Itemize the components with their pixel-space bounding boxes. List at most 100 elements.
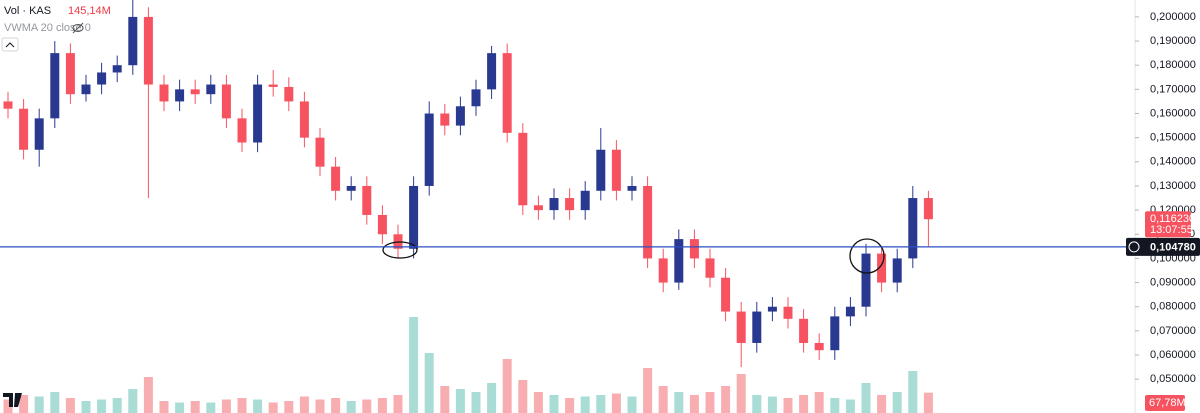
volume-bar (533, 392, 543, 413)
candle-body (331, 166, 341, 191)
candle-body (908, 198, 918, 259)
candle-body (440, 113, 450, 126)
volume-bar (393, 395, 403, 413)
candle-body (81, 84, 91, 95)
candle-body (268, 84, 278, 87)
tv-logo (3, 393, 22, 407)
volume-bar (830, 398, 840, 413)
candle-body (767, 306, 777, 312)
candle-body (783, 306, 793, 319)
candle-body (455, 106, 465, 126)
y-tick-label: 0,180000 (1150, 59, 1196, 71)
candle-body (923, 198, 933, 220)
y-tick-label: 0,200000 (1150, 11, 1196, 23)
candle-body (643, 185, 653, 259)
candle-body (549, 198, 559, 211)
candle-body (175, 89, 185, 102)
volume-bar (362, 399, 372, 413)
volume-bar (580, 396, 590, 413)
candle-body (284, 86, 294, 102)
candle-body (487, 53, 497, 90)
candle-body (65, 53, 75, 95)
candle-body (877, 253, 887, 283)
volume-bar (97, 399, 107, 413)
candle-body (143, 16, 153, 85)
annotation-ellipse (382, 241, 418, 259)
candle-body (159, 84, 169, 102)
volume-bar (128, 389, 138, 413)
candle-body (705, 258, 715, 278)
volume-bar (50, 392, 60, 413)
volume-bar (814, 392, 824, 413)
candle-body (689, 239, 699, 259)
candle-body (892, 258, 902, 283)
volume-bar (471, 392, 481, 413)
volume-bar (643, 368, 653, 413)
candle-body (19, 108, 29, 150)
y-tick-label: 0,190000 (1150, 35, 1196, 47)
volume-bar (705, 392, 715, 413)
volume-bar (861, 383, 871, 413)
volume-bar (892, 392, 902, 413)
volume-bar (487, 383, 497, 413)
volume-bar (315, 399, 325, 413)
candle-body (658, 258, 668, 283)
y-tick-label: 0,140000 (1150, 156, 1196, 168)
volume-bar (611, 393, 621, 413)
hline-label: 0,104780 (1150, 241, 1196, 253)
candle-body (830, 316, 840, 351)
volume-bar (518, 380, 528, 413)
volume-bar (190, 401, 200, 413)
y-tick-label: 0,050000 (1150, 373, 1196, 385)
candle-body (799, 318, 809, 343)
candle-body (97, 72, 107, 85)
volume-bar (206, 402, 216, 413)
candle-body (315, 137, 325, 167)
volume-bar (877, 395, 887, 413)
candle-body (346, 185, 356, 191)
legend-volume: 145,14M (68, 5, 111, 17)
volume-label-box (1145, 395, 1185, 411)
annotation-circle (849, 238, 885, 274)
volume-bar (767, 396, 777, 413)
volume-bar (424, 353, 434, 413)
volume-bar (19, 395, 29, 413)
candle-body (471, 89, 481, 107)
candle-body (518, 132, 528, 206)
volume-bar (3, 399, 13, 413)
y-tick-label: 0,170000 (1150, 83, 1196, 95)
candle-body (611, 149, 621, 191)
hline-add-icon (1128, 241, 1140, 253)
candle-body (596, 149, 606, 191)
visibility-icon[interactable] (72, 22, 84, 34)
candle-body (206, 84, 216, 95)
candle-body (565, 198, 575, 211)
y-tick-label: 0,160000 (1150, 107, 1196, 119)
volume-bar (237, 398, 247, 413)
y-tick-label: 0,130000 (1150, 180, 1196, 192)
volume-bar (112, 398, 122, 413)
volume-bar (721, 386, 731, 413)
volume-bar (409, 317, 419, 413)
candle-body (3, 101, 13, 109)
y-tick-label: 0,060000 (1150, 349, 1196, 361)
candle-body (736, 311, 746, 343)
hline-label-box (1126, 237, 1200, 256)
collapse-button[interactable] (1, 37, 19, 52)
volume-bar (346, 401, 356, 413)
volume-bar (143, 377, 153, 413)
legend-indicator: VWMA 20 close 0 (4, 22, 91, 34)
candle-body (34, 118, 44, 150)
volume-bar (440, 386, 450, 413)
candle-body (424, 113, 434, 186)
candle-body (237, 118, 247, 143)
volume-bar (549, 395, 559, 413)
candle-body (362, 185, 372, 215)
volume-bar (159, 401, 169, 413)
volume-bar (81, 401, 91, 413)
candle-body (50, 53, 60, 119)
legend-symbol: Vol · KAS (4, 5, 51, 17)
volume-bar (752, 395, 762, 413)
y-tick-label: 0,150000 (1150, 132, 1196, 144)
